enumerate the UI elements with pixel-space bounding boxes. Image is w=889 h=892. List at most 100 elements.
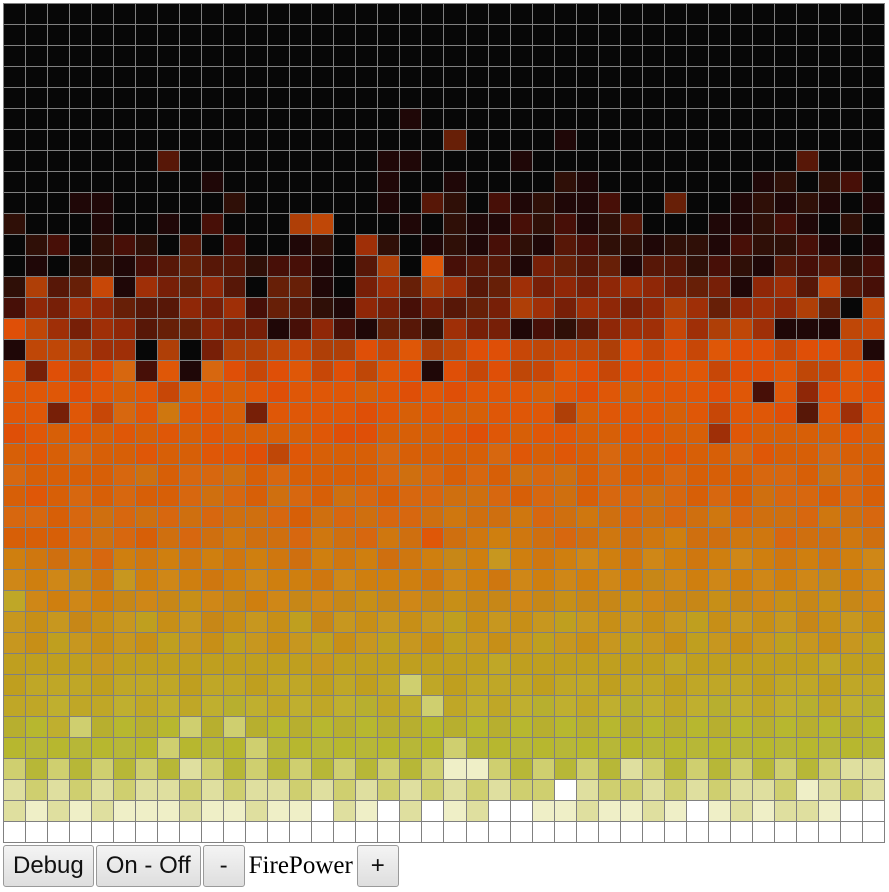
fire-pixel [488, 570, 510, 591]
fire-pixel [180, 465, 202, 486]
fire-pixel [48, 66, 70, 87]
fire-pixel [158, 45, 180, 66]
fire-pixel [444, 276, 466, 297]
fire-pixel [224, 297, 246, 318]
fire-pixel [818, 465, 840, 486]
fire-pixel [796, 738, 818, 759]
fire-pixel [796, 381, 818, 402]
fire-pixel [664, 738, 686, 759]
fire-pixel [576, 318, 598, 339]
fire-pixel [708, 465, 730, 486]
fire-pixel [246, 276, 268, 297]
fire-pixel [686, 213, 708, 234]
debug-button[interactable]: Debug [3, 845, 94, 887]
fire-pixel [598, 444, 620, 465]
fire-pixel [664, 276, 686, 297]
fire-pixel [752, 360, 774, 381]
decrease-firepower-button[interactable]: - [202, 845, 245, 887]
fire-pixel [598, 234, 620, 255]
fire-pixel [488, 276, 510, 297]
fire-pixel [4, 570, 26, 591]
fire-pixel [752, 507, 774, 528]
fire-pixel [26, 507, 48, 528]
fire-pixel [488, 717, 510, 738]
fire-pixel [752, 696, 774, 717]
fire-pixel [422, 66, 444, 87]
fire-pixel [180, 759, 202, 780]
fire-pixel [202, 234, 224, 255]
fire-pixel [488, 465, 510, 486]
fire-pixel [290, 24, 312, 45]
fire-pixel [598, 171, 620, 192]
fire-pixel [686, 297, 708, 318]
fire-pixel [466, 486, 488, 507]
fire-pixel [576, 780, 598, 801]
fire-pixel [664, 234, 686, 255]
increase-firepower-button[interactable]: + [356, 845, 399, 887]
fire-pixel [708, 528, 730, 549]
fire-pixel [598, 192, 620, 213]
fire-pixel [136, 759, 158, 780]
fire-pixel [510, 213, 532, 234]
fire-pixel [268, 381, 290, 402]
fire-pixel [268, 549, 290, 570]
fire-pixel [422, 297, 444, 318]
fire-pixel [576, 759, 598, 780]
fire-pixel [92, 801, 114, 822]
fire-pixel [334, 528, 356, 549]
fire-pixel [554, 675, 576, 696]
on-off-button[interactable]: On - Off [95, 845, 201, 887]
fire-pixel [26, 255, 48, 276]
fire-pixel [752, 213, 774, 234]
fire-pixel [4, 234, 26, 255]
fire-pixel [246, 570, 268, 591]
fire-pixel [510, 423, 532, 444]
fire-pixel [818, 339, 840, 360]
fire-pixel [202, 213, 224, 234]
fire-pixel [246, 213, 268, 234]
fire-pixel [290, 528, 312, 549]
fire-pixel [554, 381, 576, 402]
fire-pixel [114, 465, 136, 486]
fire-pixel [466, 108, 488, 129]
fire-pixel [774, 150, 796, 171]
fire-pixel [48, 759, 70, 780]
fire-pixel [334, 66, 356, 87]
fire-pixel [686, 66, 708, 87]
fire-pixel [378, 192, 400, 213]
fire-pixel [510, 87, 532, 108]
fire-pixel [444, 360, 466, 381]
fire-pixel [158, 213, 180, 234]
fire-pixel [378, 507, 400, 528]
fire-pixel [730, 360, 752, 381]
fire-pixel [312, 402, 334, 423]
fire-pixel [730, 549, 752, 570]
fire-pixel [136, 801, 158, 822]
fire-pixel [400, 738, 422, 759]
fire-pixel [818, 654, 840, 675]
fire-pixel [70, 318, 92, 339]
fire-pixel [664, 633, 686, 654]
fire-pixel [554, 528, 576, 549]
fire-pixel [444, 381, 466, 402]
fire-pixel [290, 213, 312, 234]
fire-pixel [290, 87, 312, 108]
fire-pixel [598, 675, 620, 696]
fire-pixel [488, 213, 510, 234]
fire-pixel [158, 192, 180, 213]
fire-pixel [576, 192, 598, 213]
fire-pixel [642, 234, 664, 255]
fire-pixel [180, 675, 202, 696]
fire-pixel [224, 612, 246, 633]
fire-pixel [268, 444, 290, 465]
fire-pixel [180, 234, 202, 255]
fire-pixel [576, 675, 598, 696]
fire-pixel [246, 759, 268, 780]
fire-pixel [620, 87, 642, 108]
fire-pixel [818, 108, 840, 129]
fire-pixel [818, 780, 840, 801]
fire-pixel [488, 780, 510, 801]
fire-pixel [510, 360, 532, 381]
fire-pixel [466, 507, 488, 528]
fire-pixel [752, 381, 774, 402]
